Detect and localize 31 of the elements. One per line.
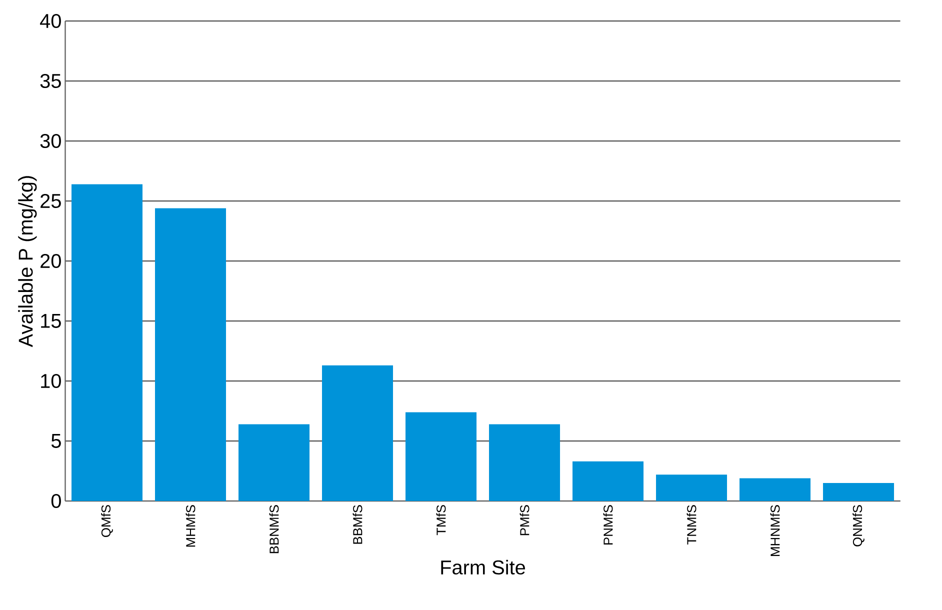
x-tick-label: TNMfS <box>686 505 696 545</box>
y-tick-label: 25 <box>40 194 61 208</box>
y-tick-label: 30 <box>40 134 61 148</box>
bar <box>823 483 894 501</box>
y-axis-title: Available P (mg/kg) <box>18 176 37 348</box>
y-tick-label: 5 <box>51 434 61 448</box>
x-tick-label: MHMfS <box>186 505 196 547</box>
x-tick-label: BBNMfS <box>269 505 279 554</box>
y-tick-label: 10 <box>41 374 61 388</box>
x-tick-label: TMfS <box>436 505 446 536</box>
y-tick-label: 0 <box>51 494 61 508</box>
x-tick-label: PMfS <box>520 505 530 536</box>
bar <box>656 474 728 501</box>
x-tick-label: QMfS <box>101 505 113 538</box>
x-tick-label: BBMfS <box>352 505 362 544</box>
y-tick-label: 15 <box>41 314 61 328</box>
y-tick-label: 20 <box>40 254 61 268</box>
bar <box>155 208 226 501</box>
y-tick-label: 40 <box>40 14 61 28</box>
bar <box>489 424 560 501</box>
bar <box>322 365 394 501</box>
bar <box>238 424 310 501</box>
x-tick-label: QNMfS <box>852 505 864 546</box>
bar <box>72 184 142 501</box>
x-axis-title: Farm Site <box>441 560 526 575</box>
bar <box>406 412 477 501</box>
y-tick-label: 35 <box>40 74 61 88</box>
bar <box>740 478 811 501</box>
x-tick-label: MHNMfS <box>770 505 780 556</box>
bar <box>572 461 644 501</box>
x-tick-label: PNMfS <box>603 505 613 544</box>
